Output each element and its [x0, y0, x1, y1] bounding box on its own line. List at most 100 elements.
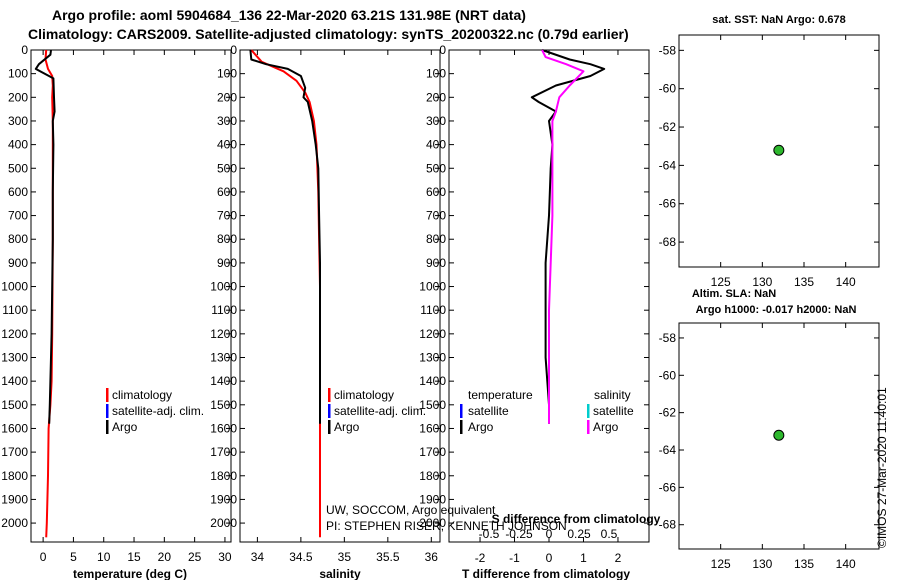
depth-tick-label: 1800	[210, 469, 237, 483]
map-x-tick-label: 135	[794, 275, 814, 289]
legend-swatch-argo	[106, 420, 109, 434]
map-y-tick-label: -64	[659, 158, 677, 172]
depth-tick-label: 1000	[1, 280, 28, 294]
legend-swatch-argo	[328, 420, 331, 434]
depth-tick-label: 1700	[419, 445, 446, 459]
axis-ticks: 0100200300400500600700800900100011001200…	[1, 35, 879, 571]
depth-tick-label: 0	[21, 43, 28, 57]
legend-label-sal-argo: Argo	[593, 420, 619, 434]
figure-title-line1: Argo profile: aoml 5904684_136 22-Mar-20…	[52, 7, 526, 23]
series-line-climatology	[250, 49, 321, 538]
depth-tick-label: 1200	[210, 327, 237, 341]
depth-tick-label: 700	[8, 209, 28, 223]
depth-tick-label: 1700	[210, 445, 237, 459]
map-y-tick-label: -60	[659, 368, 677, 382]
x-tick-label: 0	[546, 551, 553, 565]
data-series	[34, 49, 785, 538]
depth-tick-label: 1600	[419, 421, 446, 435]
depth-tick-label: 800	[8, 232, 28, 246]
depth-tick-label: 1200	[419, 327, 446, 341]
depth-tick-label: 1100	[2, 303, 28, 317]
map-y-tick-label: -68	[659, 518, 677, 532]
depth-tick-label: 900	[8, 256, 28, 270]
depth-tick-label: 1100	[211, 303, 237, 317]
legend-label-sal-satellite: satellite	[593, 404, 634, 418]
x-tick-label: 25	[188, 550, 202, 564]
series-line-salinity-argo	[541, 49, 585, 424]
legend-swatch-climatology	[106, 388, 109, 402]
salinity-panel-frame	[239, 49, 441, 543]
depth-tick-label: 700	[426, 209, 446, 223]
depth-tick-label: 1300	[1, 351, 28, 365]
series-line-temperature-argo	[530, 49, 606, 424]
depth-tick-label: 300	[217, 114, 237, 128]
difference-xlabel: T difference from climatology	[462, 567, 630, 580]
depth-tick-label: 1900	[210, 492, 237, 506]
x-tick-label: 10	[97, 550, 111, 564]
map-y-tick-label: -68	[659, 235, 677, 249]
depth-tick-label: 1100	[420, 303, 446, 317]
depth-tick-label: 1600	[1, 421, 28, 435]
sla-map-title: Altim. SLA: NaN	[692, 288, 776, 300]
depth-tick-label: 1900	[419, 492, 446, 506]
depth-tick-label: 1000	[419, 280, 446, 294]
x-tick-label: 0	[40, 550, 47, 564]
depth-tick-label: 600	[426, 185, 446, 199]
depth-tick-label: 900	[217, 256, 237, 270]
x-tick-label: 2	[615, 551, 622, 565]
depth-tick-label: 100	[426, 67, 446, 81]
depth-tick-label: 800	[217, 232, 237, 246]
depth-tick-label: 1400	[210, 374, 237, 388]
depth-tick-label: 200	[217, 90, 237, 104]
depth-tick-label: 1700	[1, 445, 28, 459]
depth-tick-label: 1500	[1, 398, 28, 412]
map-y-tick-label: -62	[659, 120, 677, 134]
depth-tick-label: 600	[8, 185, 28, 199]
sla-map-subtitle: Argo h1000: -0.017 h2000: NaN	[696, 304, 857, 316]
x-tick-label: 15	[127, 550, 141, 564]
timestamp: ©IMOS 27-Mar-2020 11:40:01	[875, 387, 889, 548]
x-tick-label: 35.5	[376, 550, 400, 564]
depth-tick-label: 1600	[210, 421, 237, 435]
credit-line1: UW, SOCCOM, Argo equivalent	[326, 503, 496, 517]
legend-swatch-satellite	[328, 404, 331, 418]
depth-tick-label: 1800	[419, 469, 446, 483]
temperature-panel-frame	[30, 49, 232, 543]
depth-tick-label: 1300	[419, 351, 446, 365]
map-y-tick-label: -60	[659, 82, 677, 96]
map-y-tick-label: -64	[659, 443, 677, 457]
legend-swatch-climatology	[328, 388, 331, 402]
salinity-diff-tick-label: 0.5	[601, 527, 618, 541]
depth-tick-label: 800	[426, 232, 446, 246]
temperature-xlabel: temperature (deg C)	[73, 567, 187, 580]
legend-swatch-satellite	[106, 404, 109, 418]
legend-label-climatology: climatology	[334, 388, 394, 402]
map-y-tick-label: -62	[659, 406, 677, 420]
depth-tick-label: 1400	[419, 374, 446, 388]
depth-tick-label: 1000	[210, 280, 237, 294]
depth-tick-label: 400	[217, 138, 237, 152]
difference-legend: temperature salinity satellite Argo sate…	[460, 388, 634, 434]
depth-tick-label: 600	[217, 185, 237, 199]
salinity-diff-tick-label: -0.25	[505, 527, 533, 541]
x-tick-label: 34	[251, 550, 265, 564]
sla-map-frame	[678, 322, 880, 550]
depth-tick-label: 0	[230, 43, 237, 57]
x-tick-label: 36	[425, 550, 439, 564]
depth-tick-label: 500	[217, 161, 237, 175]
legend-label-satellite: satellite-adj. clim.	[334, 404, 426, 418]
x-tick-label: 20	[158, 550, 172, 564]
legend-swatch-sal-satellite	[587, 404, 590, 418]
depth-tick-label: 1500	[210, 398, 237, 412]
depth-tick-label: 1900	[1, 492, 28, 506]
argo-position-marker	[773, 144, 785, 156]
x-tick-label: 35	[338, 550, 352, 564]
legend-header-salinity: salinity	[594, 388, 631, 402]
x-tick-label: 1	[580, 551, 587, 565]
legend-label-temp-satellite: satellite	[468, 404, 509, 418]
map-y-tick-label: -66	[659, 197, 677, 211]
map-x-tick-label: 135	[794, 557, 814, 571]
map-x-tick-label: 130	[752, 275, 772, 289]
depth-tick-label: 2000	[210, 516, 237, 530]
